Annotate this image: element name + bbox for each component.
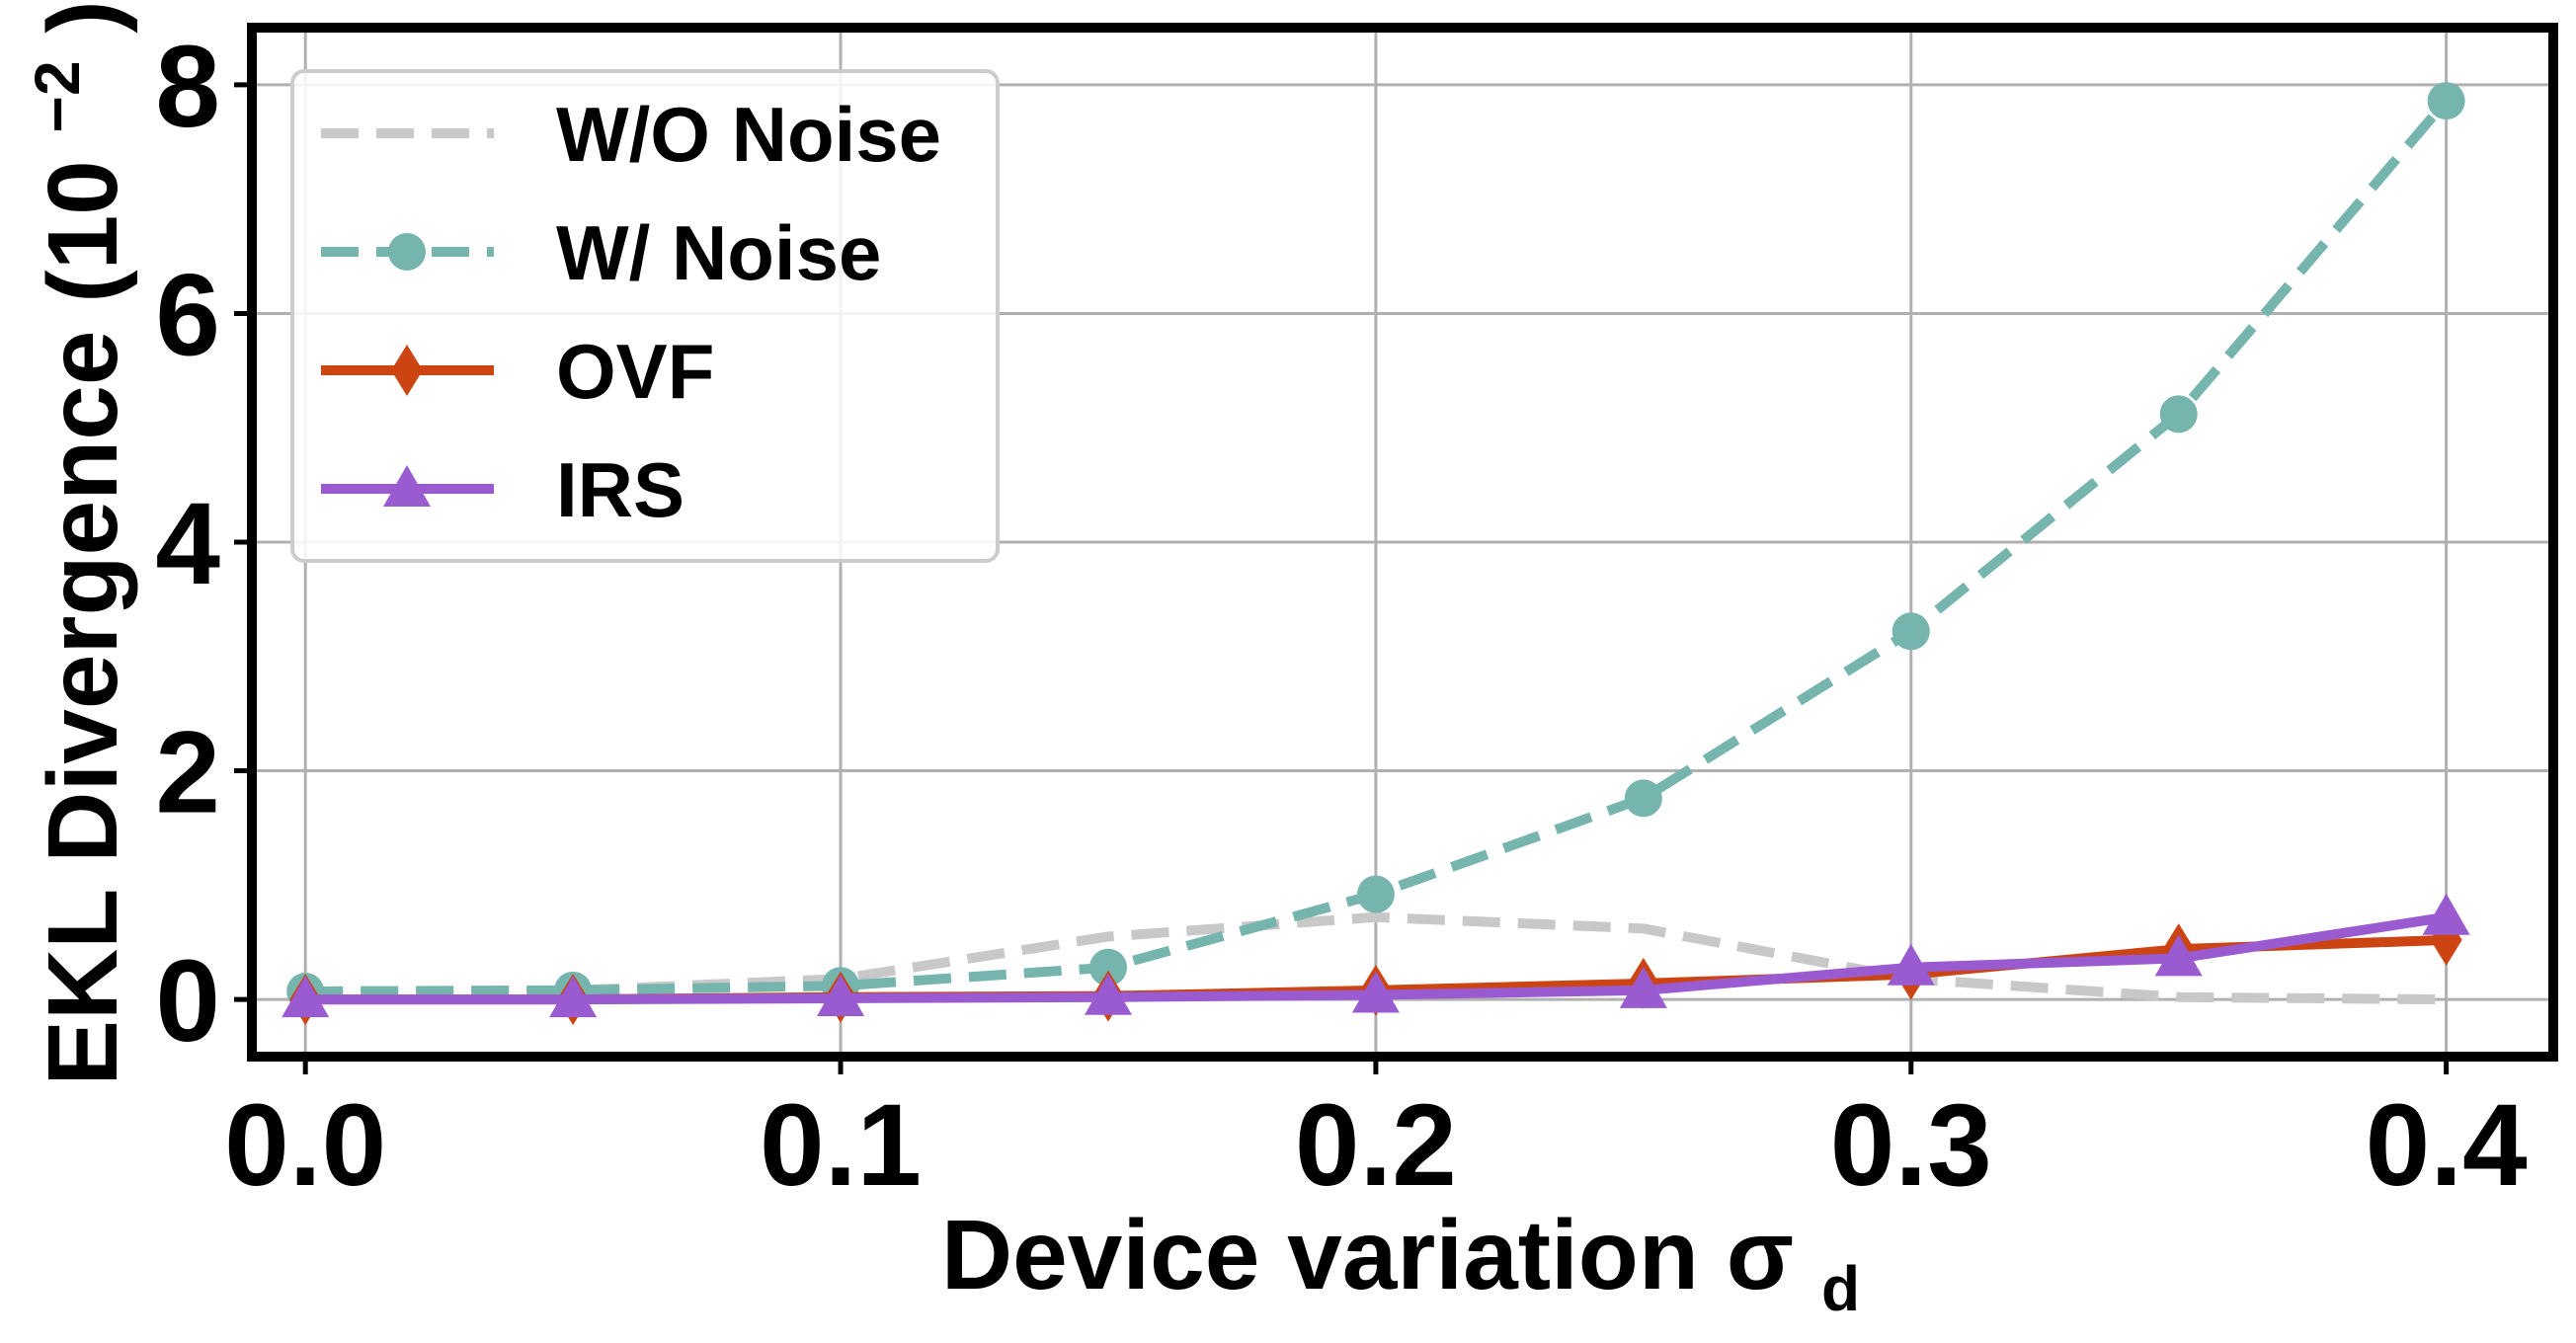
y-tick-label: 6 bbox=[155, 250, 220, 380]
data-point-irs bbox=[2422, 893, 2470, 935]
legend-label: IRS bbox=[556, 446, 684, 533]
data-point-w-noise bbox=[1356, 875, 1395, 913]
legend-label: W/ Noise bbox=[556, 209, 881, 296]
y-tick-label: 8 bbox=[155, 22, 220, 152]
data-point-w-noise bbox=[1088, 948, 1127, 987]
legend-item-w-noise: W/ Noise bbox=[321, 209, 881, 296]
y-axis-label-unit-exp: −2 bbox=[22, 60, 93, 132]
x-axis-label-text: Device variation bbox=[941, 1200, 1699, 1310]
y-tick-label: 0 bbox=[155, 936, 220, 1066]
legend-marker bbox=[391, 345, 423, 396]
legend-label: OVF bbox=[556, 328, 714, 415]
y-tick-label: 4 bbox=[155, 479, 220, 609]
tick-layer: 0.0 0.1 0.2 0.3 0.4 0 2 4 6 8 bbox=[155, 22, 2527, 1211]
data-point-irs bbox=[282, 976, 330, 1018]
legend-item-irs: IRS bbox=[321, 446, 684, 533]
data-point-irs bbox=[2154, 934, 2203, 977]
legend: W/O Noise W/ Noise OVF IRS bbox=[290, 69, 1000, 563]
y-axis-label-unit-close: ) bbox=[28, 0, 138, 33]
x-tick-label: 0.2 bbox=[1295, 1080, 1457, 1211]
legend-box bbox=[290, 69, 1000, 563]
data-point-irs bbox=[1084, 973, 1132, 1015]
x-axis-label-symbol: σ bbox=[1727, 1200, 1794, 1310]
y-axis-label: EKL Divergence (10 −2 ) bbox=[0, 0, 138, 1085]
x-tick-label: 0.4 bbox=[2366, 1080, 2528, 1211]
data-point-w-noise bbox=[1892, 612, 1930, 651]
y-tick-label: 2 bbox=[155, 708, 220, 838]
data-point-irs bbox=[1351, 971, 1400, 1013]
y-axis-label-text: EKL Divergence bbox=[28, 331, 138, 1086]
x-tick-label: 0.3 bbox=[1830, 1080, 1992, 1211]
x-axis-label: Device variation σ d bbox=[941, 1200, 1860, 1324]
series-irs bbox=[282, 893, 2470, 1018]
data-point-irs bbox=[549, 976, 598, 1018]
data-point-irs bbox=[817, 974, 865, 1016]
y-axis-label-unit: (10 bbox=[28, 160, 138, 303]
legend-item-w-o-noise: W/O Noise bbox=[321, 91, 941, 178]
data-point-irs bbox=[1619, 966, 1667, 1008]
x-axis-label-subscript: d bbox=[1821, 1253, 1860, 1324]
data-point-w-noise bbox=[2427, 82, 2465, 120]
data-point-irs bbox=[1887, 943, 1935, 986]
legend-items: W/O Noise W/ Noise OVF IRS bbox=[321, 91, 941, 533]
x-tick-label: 0.1 bbox=[760, 1080, 922, 1211]
legend-label: W/O Noise bbox=[556, 91, 941, 178]
legend-item-ovf: OVF bbox=[321, 328, 714, 415]
data-point-w-noise bbox=[1624, 779, 1662, 818]
data-point-w-noise bbox=[2159, 395, 2198, 434]
x-tick-label: 0.0 bbox=[224, 1080, 386, 1211]
legend-marker bbox=[383, 465, 431, 507]
series-layer bbox=[282, 82, 2470, 1026]
legend-marker bbox=[388, 233, 426, 271]
